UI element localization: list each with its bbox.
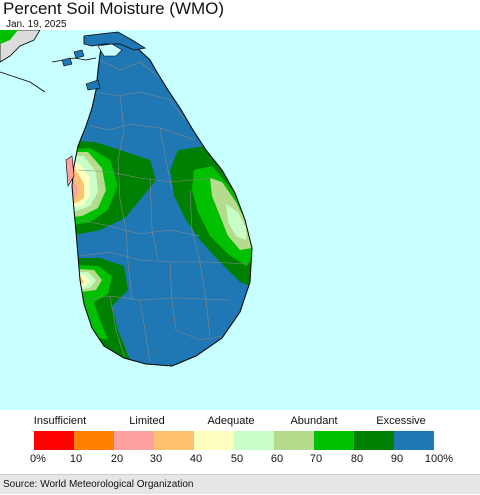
source-credit: Source: World Meteorological Organizatio… bbox=[0, 474, 480, 494]
legend-tick-30: 30 bbox=[149, 453, 163, 465]
legend-category-limited: Limited bbox=[129, 415, 165, 427]
mannar-island bbox=[85, 79, 101, 91]
jaffna-peninsula bbox=[83, 31, 147, 51]
india-coast-line bbox=[0, 71, 46, 93]
legend-swatch-50-60 bbox=[234, 431, 274, 450]
legend: Insufficient Limited Adequate Abundant E… bbox=[0, 410, 480, 472]
legend-swatch-40-50 bbox=[194, 431, 234, 450]
legend-swatch-10-20 bbox=[74, 431, 114, 450]
legend-tick-20: 20 bbox=[110, 453, 124, 465]
legend-tick-50: 50 bbox=[230, 453, 244, 465]
india-green-patch bbox=[0, 30, 18, 44]
adams-bridge bbox=[51, 57, 97, 63]
legend-swatch-0-10 bbox=[34, 431, 74, 450]
legend-category-abundant: Abundant bbox=[290, 415, 338, 427]
west-coast-zone-20-30 bbox=[72, 170, 78, 200]
legend-swatch-70-80 bbox=[314, 431, 354, 450]
sri-lanka-coastline bbox=[71, 35, 253, 367]
district-boundaries bbox=[77, 59, 249, 363]
legend-tick-10: 10 bbox=[69, 453, 83, 465]
legend-swatch-90-100 bbox=[394, 431, 434, 450]
legend-swatch-80-90 bbox=[354, 431, 394, 450]
east-coast-zone-50-60 bbox=[226, 204, 246, 240]
soil-moisture-map bbox=[0, 30, 480, 410]
legend-tick-100: 100% bbox=[424, 453, 454, 465]
legend-tick-90: 90 bbox=[390, 453, 404, 465]
legend-category-excessive: Excessive bbox=[376, 415, 426, 427]
legend-tick-40: 40 bbox=[189, 453, 203, 465]
map-date: Jan. 19, 2025 bbox=[6, 19, 67, 30]
jaffna-lagoon bbox=[97, 43, 123, 57]
kalpitiya-peninsula bbox=[65, 155, 75, 187]
legend-category-insufficient: Insufficient bbox=[33, 415, 87, 427]
legend-tick-80: 80 bbox=[350, 453, 364, 465]
legend-category-adequate: Adequate bbox=[207, 415, 255, 427]
island-small-1 bbox=[61, 57, 73, 67]
legend-tick-0: 0% bbox=[30, 453, 46, 465]
legend-swatch-30-40 bbox=[154, 431, 194, 450]
west-coast-zone-30-40 bbox=[72, 164, 84, 204]
legend-tick-60: 60 bbox=[270, 453, 284, 465]
island-small-2 bbox=[73, 49, 85, 59]
legend-color-bar bbox=[34, 431, 434, 450]
legend-tick-70: 70 bbox=[309, 453, 323, 465]
map-title: Percent Soil Moisture (WMO) bbox=[3, 0, 225, 18]
legend-swatch-20-30 bbox=[114, 431, 154, 450]
legend-swatch-60-70 bbox=[274, 431, 314, 450]
